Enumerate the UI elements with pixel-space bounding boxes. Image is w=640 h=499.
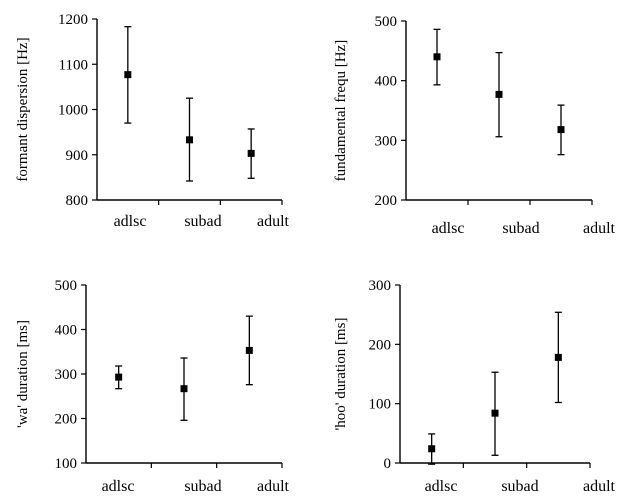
y-tick-label: 200 xyxy=(375,193,398,209)
mean-marker xyxy=(186,136,193,144)
y-axis-label: fundamental frequ [Hz] xyxy=(333,40,349,182)
x-category-label: adult xyxy=(583,220,616,237)
panel-wa-duration: 100 200 300 400 500 adlsc subad adult 'wa' durat… xyxy=(15,278,290,495)
panel-hoo-duration: 0 100 200 300 adlsc subad adult 'hoo' duration … xyxy=(333,278,616,495)
y-tick-label: 800 xyxy=(66,193,89,209)
mean-marker xyxy=(557,126,565,134)
y-tick-label: 900 xyxy=(66,148,89,164)
x-category-label: adult xyxy=(257,478,290,495)
panel-formant-dispersion: 800 900 1000 1100 1200 adlsc subad adult formant… xyxy=(15,12,290,230)
mean-marker xyxy=(245,346,253,354)
mean-marker xyxy=(180,385,188,393)
mean-marker xyxy=(433,53,441,61)
x-category-label: subad xyxy=(501,478,538,495)
y-tick-label: 0 xyxy=(384,456,392,472)
x-category-label: adlsc xyxy=(425,478,458,495)
mean-marker xyxy=(247,149,255,157)
y-tick-label: 300 xyxy=(55,367,78,383)
x-category-label: adult xyxy=(583,478,616,495)
y-tick-label: 1200 xyxy=(58,12,88,28)
y-tick-label: 100 xyxy=(369,397,392,413)
y-tick-label: 100 xyxy=(55,456,78,472)
y-tick-label: 200 xyxy=(55,412,78,428)
y-tick-label: 1000 xyxy=(58,103,88,119)
y-axis-label: 'wa' duration [ms] xyxy=(15,320,31,428)
mean-marker xyxy=(124,71,132,79)
mean-marker xyxy=(491,409,499,417)
x-category-label: adlsc xyxy=(102,478,135,495)
x-category-label: subad xyxy=(502,220,539,237)
y-tick-label: 300 xyxy=(369,278,392,294)
x-category-label: adult xyxy=(257,213,290,230)
x-category-label: subad xyxy=(184,213,221,230)
mean-marker xyxy=(428,445,436,453)
x-category-label: subad xyxy=(184,478,221,495)
y-tick-label: 200 xyxy=(369,337,392,353)
y-tick-label: 400 xyxy=(375,74,398,90)
y-tick-label: 500 xyxy=(55,278,78,294)
x-category-label: adlsc xyxy=(114,213,147,230)
y-axis-label: 'hoo' duration [ms] xyxy=(333,318,349,431)
y-axis-label: formant dispersion [Hz] xyxy=(15,37,31,181)
panel-fundamental-frequency: 200 300 400 500 adlsc subad adult fundamental f… xyxy=(333,14,616,237)
mean-marker xyxy=(554,353,562,361)
y-tick-label: 1100 xyxy=(59,57,88,73)
y-tick-label: 300 xyxy=(375,133,398,149)
y-tick-label: 500 xyxy=(375,14,398,30)
y-tick-label: 400 xyxy=(55,323,78,339)
mean-marker xyxy=(115,373,123,381)
x-category-label: adlsc xyxy=(432,220,465,237)
mean-marker xyxy=(495,90,503,98)
